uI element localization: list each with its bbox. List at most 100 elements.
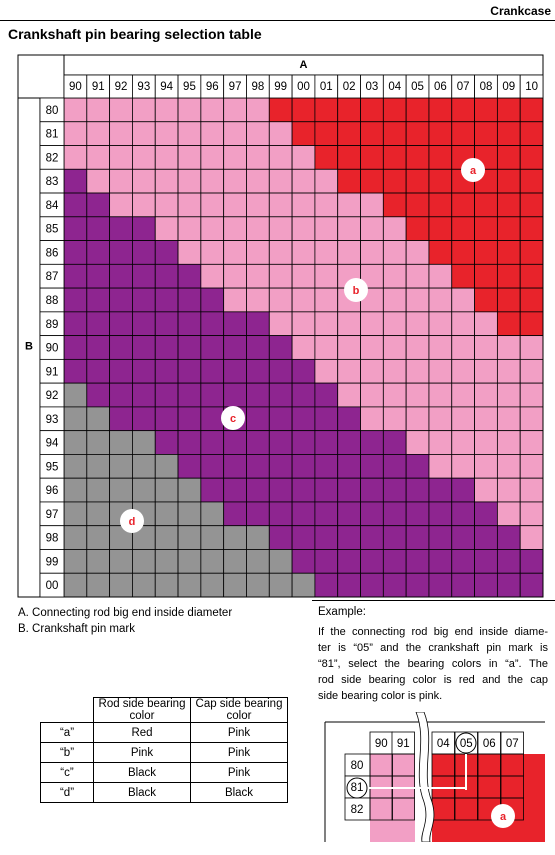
cell <box>337 406 361 432</box>
cell <box>405 311 430 337</box>
cell <box>314 477 339 503</box>
row-label: 98 <box>46 533 59 545</box>
cell <box>86 216 111 241</box>
cell <box>519 406 544 432</box>
cell <box>405 240 430 265</box>
cell <box>154 430 179 455</box>
cell <box>496 477 521 503</box>
cell <box>177 121 202 146</box>
cell <box>382 501 407 527</box>
cell <box>291 477 316 503</box>
region-label: a <box>470 165 477 177</box>
cell <box>268 263 293 289</box>
cell <box>519 263 544 289</box>
cell <box>86 335 111 360</box>
cell <box>382 454 407 479</box>
cell <box>177 192 202 218</box>
cell <box>314 97 339 123</box>
cell <box>177 97 202 123</box>
cell <box>428 406 453 432</box>
cell <box>405 454 430 479</box>
cell <box>519 549 544 574</box>
cell <box>154 263 179 289</box>
example-line: “81”, select the bearing colors in “a”. … <box>318 658 548 670</box>
column-label: 90 <box>375 738 388 750</box>
column-label: 90 <box>69 81 82 93</box>
cell <box>428 97 453 123</box>
region-label: d <box>129 516 136 528</box>
cell <box>360 97 384 123</box>
cell <box>360 454 384 479</box>
cell <box>63 263 88 289</box>
note: B. Crankshaft pin mark <box>18 623 135 635</box>
cell <box>474 192 498 218</box>
cell <box>519 240 544 265</box>
example-text: If the connecting rod big end inside dia… <box>318 624 548 704</box>
cell <box>132 263 156 289</box>
break <box>415 712 435 842</box>
cell <box>154 549 179 574</box>
row-label: 96 <box>46 485 59 497</box>
cell <box>246 168 270 194</box>
cell <box>109 335 133 360</box>
cell <box>154 501 179 527</box>
cell <box>360 406 384 432</box>
cell <box>246 335 270 360</box>
cell <box>200 97 225 123</box>
cell <box>268 477 293 503</box>
cell <box>496 572 521 598</box>
cell <box>132 406 156 432</box>
cell <box>496 192 521 218</box>
cell <box>109 121 133 146</box>
column-label: 03 <box>366 81 379 93</box>
cell <box>360 430 384 455</box>
cell <box>474 121 498 146</box>
cell <box>154 121 179 146</box>
cell <box>474 382 498 408</box>
cell <box>154 97 179 123</box>
cell <box>474 240 498 265</box>
cell <box>154 572 179 598</box>
example-inset: 90 91 04 05 06 07 80 81 82 a <box>324 712 545 842</box>
cell <box>337 454 361 479</box>
cell <box>314 263 339 289</box>
cell <box>86 145 111 170</box>
cell <box>132 216 156 241</box>
header-cell: Rod side bearing color <box>93 697 191 723</box>
cell <box>200 145 225 170</box>
cell <box>337 216 361 241</box>
cell <box>63 121 88 146</box>
cell <box>63 97 88 123</box>
cell <box>109 382 133 408</box>
callout <box>455 732 477 754</box>
cell <box>177 406 202 432</box>
cell <box>314 311 339 337</box>
cell <box>405 549 430 574</box>
cell <box>428 263 453 289</box>
cell <box>223 168 247 194</box>
cell <box>337 525 361 550</box>
cell <box>109 287 133 313</box>
cell <box>246 192 270 218</box>
cell <box>223 358 247 384</box>
cell <box>86 549 111 574</box>
cell <box>405 358 430 384</box>
cell <box>177 168 202 194</box>
cell <box>223 335 247 360</box>
cell <box>86 572 111 598</box>
cell <box>382 145 407 170</box>
column-label: 99 <box>274 81 287 93</box>
cell <box>177 501 202 527</box>
cell <box>474 216 498 241</box>
cell <box>268 168 293 194</box>
table-cell: “b” <box>40 742 94 763</box>
row-label: 82 <box>46 152 59 164</box>
cell <box>291 406 316 432</box>
cell <box>177 240 202 265</box>
cell <box>132 121 156 146</box>
cell <box>268 501 293 527</box>
cell <box>360 572 384 598</box>
cell <box>63 145 88 170</box>
cell <box>337 477 361 503</box>
cell <box>246 287 270 313</box>
